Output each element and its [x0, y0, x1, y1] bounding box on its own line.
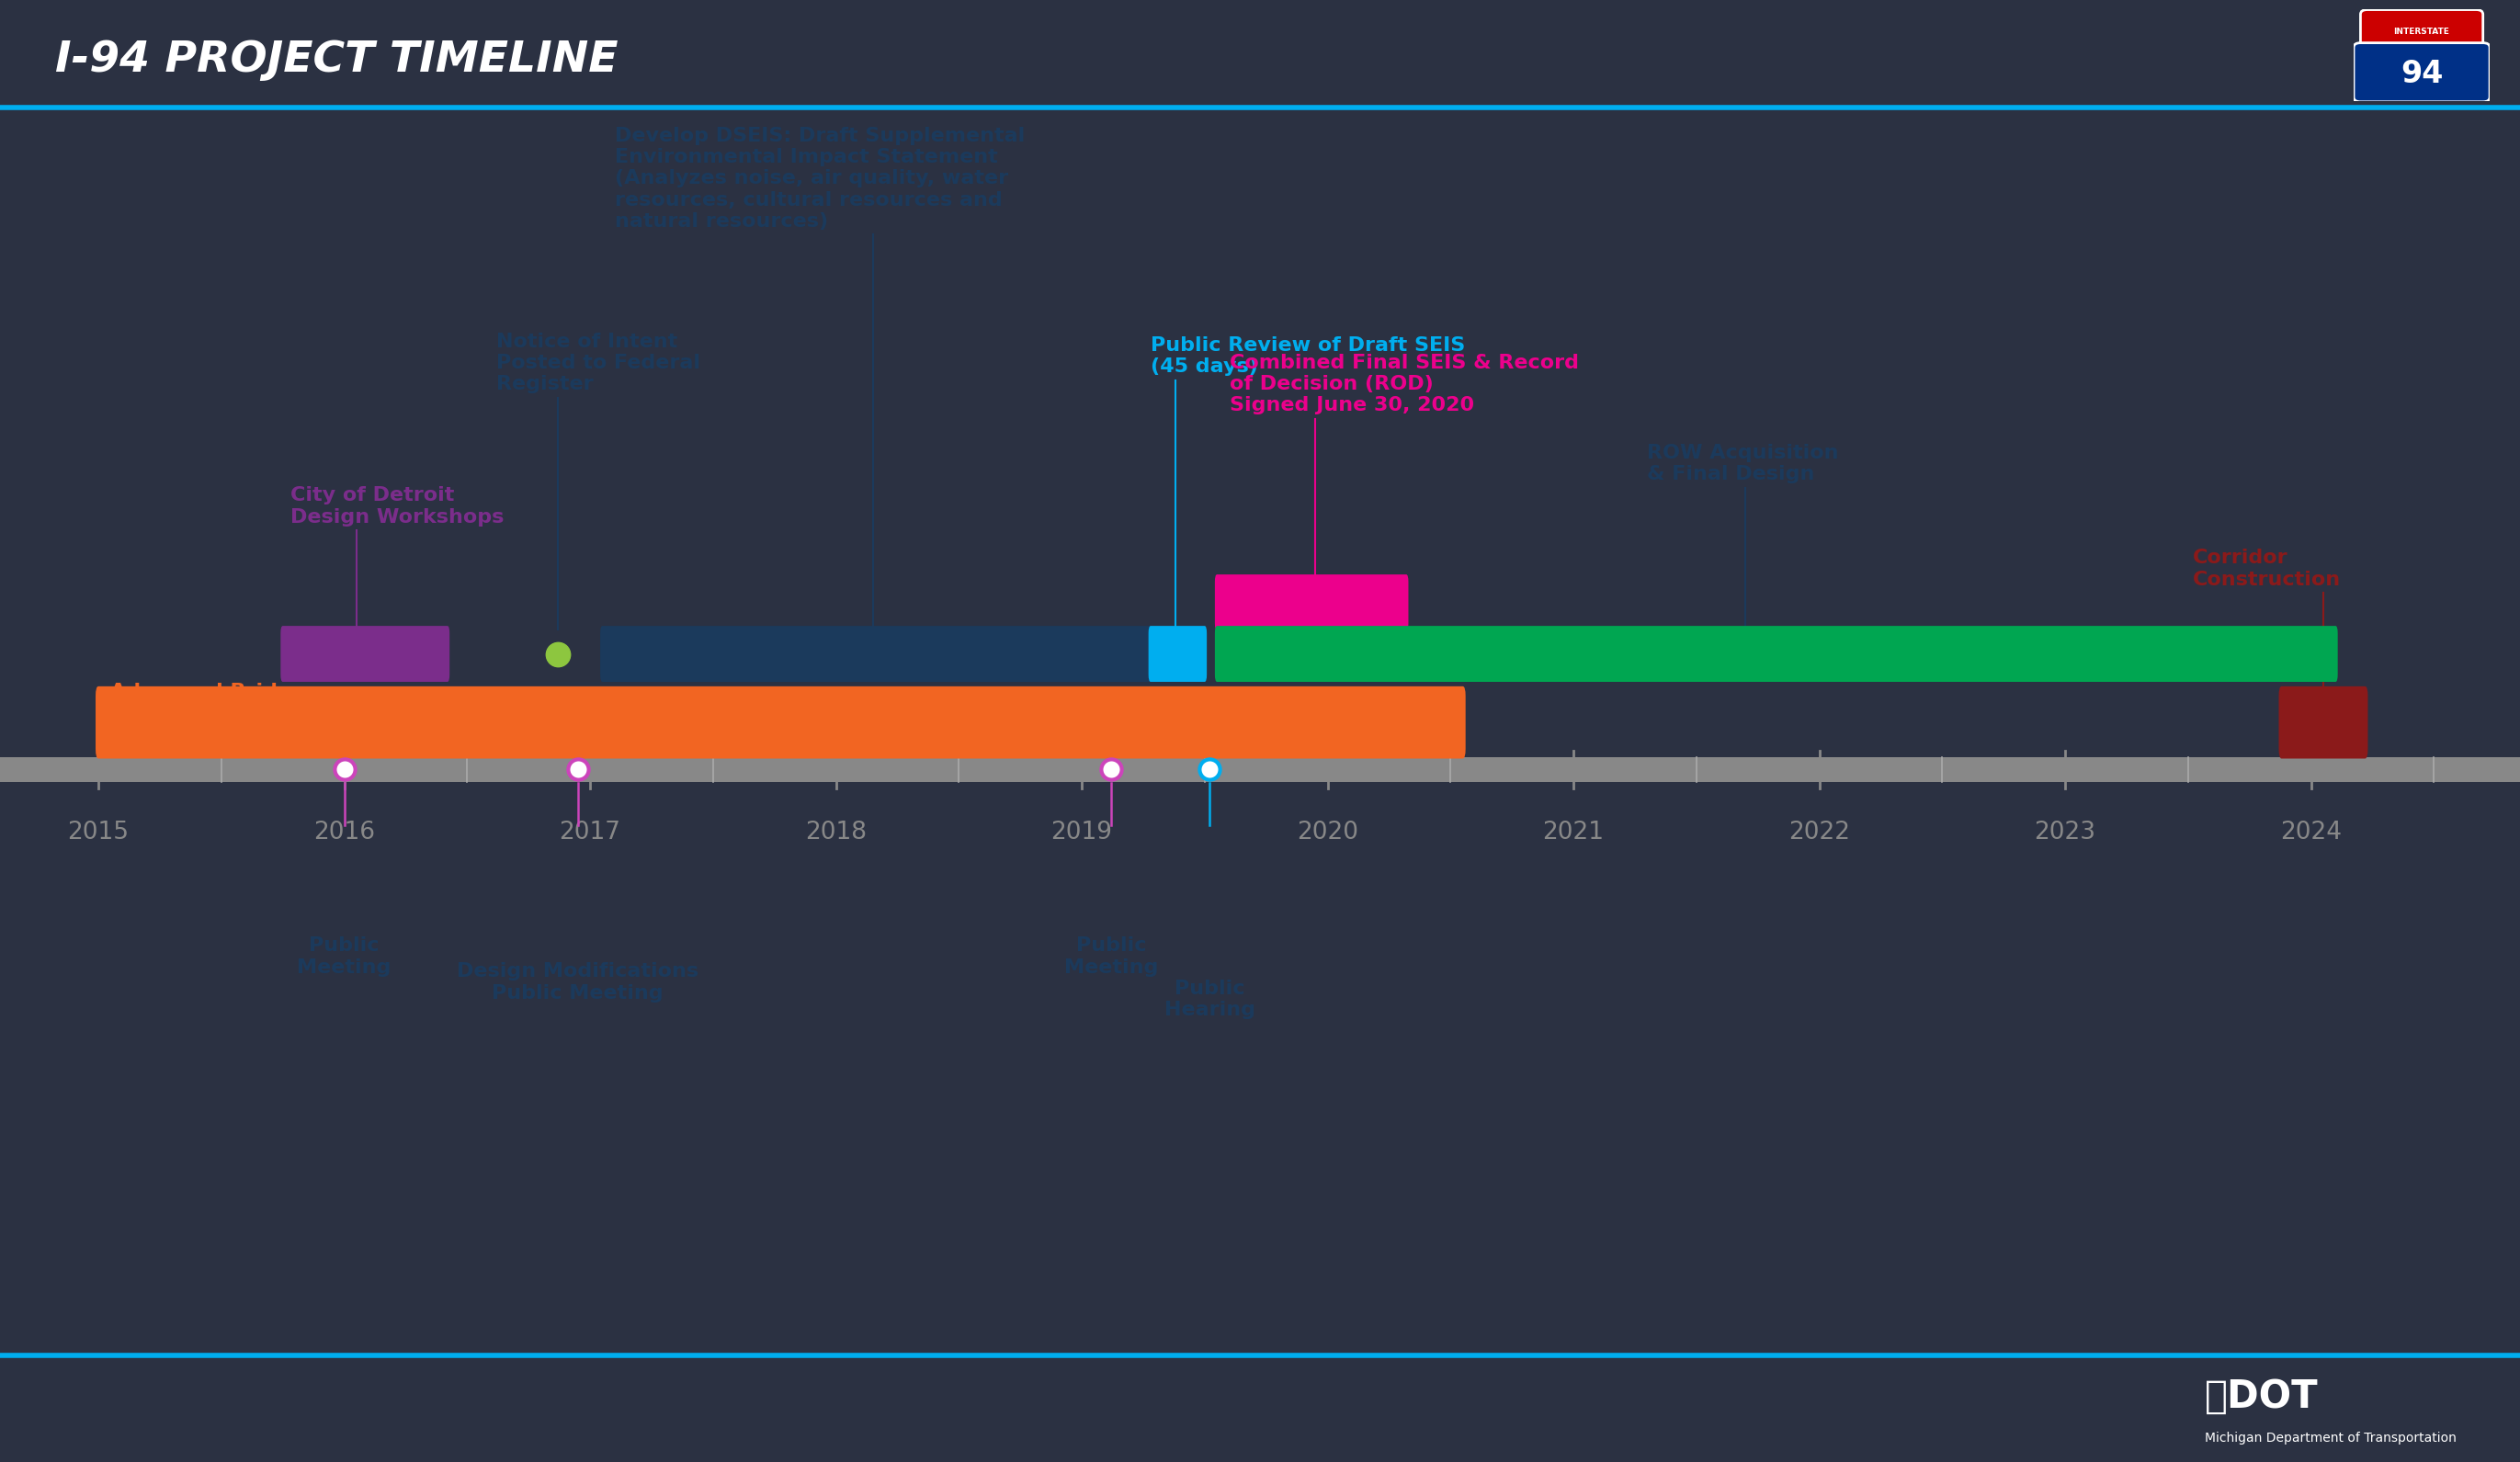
Text: Notice of Intent
Posted to Federal
Register: Notice of Intent Posted to Federal Regis… — [496, 332, 701, 393]
FancyBboxPatch shape — [2278, 686, 2369, 759]
Text: Michigan Department of Transportation: Michigan Department of Transportation — [2205, 1431, 2457, 1444]
Text: 2021: 2021 — [1542, 822, 1605, 845]
Text: INTERSTATE: INTERSTATE — [2394, 28, 2449, 37]
Text: 2018: 2018 — [804, 822, 867, 845]
FancyBboxPatch shape — [1215, 626, 2339, 681]
Text: Design Modifications
Public Meeting: Design Modifications Public Meeting — [456, 962, 698, 1001]
Text: 2016: 2016 — [312, 822, 375, 845]
Text: 2019: 2019 — [1051, 822, 1111, 845]
Text: I-94 PROJECT TIMELINE: I-94 PROJECT TIMELINE — [55, 39, 617, 80]
Text: Public Review of Draft SEIS
(45 days): Public Review of Draft SEIS (45 days) — [1152, 336, 1464, 376]
FancyBboxPatch shape — [600, 626, 1152, 681]
FancyBboxPatch shape — [1215, 575, 1409, 630]
Text: City of Detroit
Design Workshops: City of Detroit Design Workshops — [290, 487, 504, 526]
Text: 94: 94 — [2402, 58, 2442, 89]
Bar — [0, 757, 2520, 782]
Text: ROW Acquisition
& Final Design: ROW Acquisition & Final Design — [1648, 443, 1840, 484]
Text: Corridor
Construction: Corridor Construction — [2192, 550, 2341, 589]
Text: Combined Final SEIS & Record
of Decision (ROD)
Signed June 30, 2020: Combined Final SEIS & Record of Decision… — [1230, 354, 1578, 415]
Text: 2022: 2022 — [1789, 822, 1850, 845]
Text: ⓂDOT: ⓂDOT — [2205, 1377, 2318, 1415]
FancyBboxPatch shape — [96, 686, 1467, 759]
FancyBboxPatch shape — [2361, 10, 2482, 54]
FancyBboxPatch shape — [2354, 42, 2490, 102]
Text: 2023: 2023 — [2034, 822, 2097, 845]
Text: Advanced Bridge
Construction: Advanced Bridge Construction — [111, 683, 307, 722]
Text: Public
Hearing: Public Hearing — [1164, 980, 1255, 1019]
Text: 2024: 2024 — [2281, 822, 2341, 845]
Text: 2015: 2015 — [68, 822, 129, 845]
FancyBboxPatch shape — [1149, 626, 1207, 681]
Text: Develop DSEIS: Draft Supplemental
Environmental Impact Statement
(Analyzes noise: Develop DSEIS: Draft Supplemental Enviro… — [615, 127, 1026, 231]
Text: 2017: 2017 — [559, 822, 620, 845]
FancyBboxPatch shape — [280, 626, 449, 681]
Text: Public
Meeting: Public Meeting — [297, 937, 391, 977]
Text: 2020: 2020 — [1298, 822, 1358, 845]
Text: Public
Meeting: Public Meeting — [1063, 937, 1159, 977]
